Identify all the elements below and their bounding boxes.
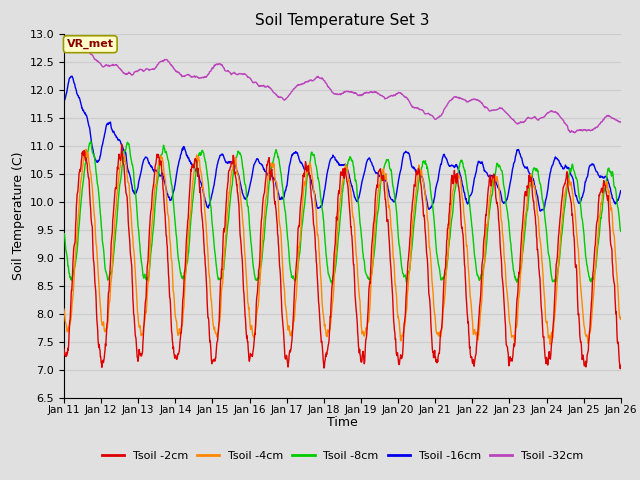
Tsoil -2cm bbox=[60, 346, 68, 352]
Tsoil -4cm bbox=[429, 290, 437, 296]
Tsoil -4cm bbox=[552, 306, 559, 312]
Tsoil -8cm bbox=[617, 228, 625, 234]
Tsoil -16cm bbox=[246, 180, 254, 186]
Tsoil -8cm bbox=[328, 280, 336, 286]
Tsoil -4cm bbox=[60, 306, 68, 312]
Tsoil -16cm bbox=[171, 183, 179, 189]
Legend: Tsoil -2cm, Tsoil -4cm, Tsoil -8cm, Tsoil -16cm, Tsoil -32cm: Tsoil -2cm, Tsoil -4cm, Tsoil -8cm, Tsoi… bbox=[97, 447, 588, 466]
Tsoil -8cm bbox=[87, 138, 95, 144]
Tsoil -32cm bbox=[63, 40, 70, 46]
Tsoil -32cm bbox=[246, 76, 254, 82]
Tsoil -8cm bbox=[171, 213, 179, 218]
Y-axis label: Soil Temperature (C): Soil Temperature (C) bbox=[12, 152, 26, 280]
Tsoil -32cm bbox=[429, 114, 437, 120]
Tsoil -16cm bbox=[502, 199, 509, 204]
Tsoil -16cm bbox=[429, 200, 437, 206]
Line: Tsoil -8cm: Tsoil -8cm bbox=[64, 141, 621, 283]
Tsoil -16cm bbox=[617, 188, 625, 193]
Tsoil -2cm bbox=[429, 349, 437, 355]
Line: Tsoil -16cm: Tsoil -16cm bbox=[64, 76, 621, 211]
Tsoil -2cm bbox=[617, 366, 625, 372]
Tsoil -8cm bbox=[246, 234, 254, 240]
Tsoil -8cm bbox=[502, 202, 510, 208]
Tsoil -8cm bbox=[60, 232, 68, 238]
Tsoil -2cm bbox=[171, 355, 179, 361]
Tsoil -16cm bbox=[184, 156, 192, 161]
Tsoil -32cm bbox=[617, 119, 625, 125]
Tsoil -16cm bbox=[68, 73, 76, 79]
Tsoil -16cm bbox=[537, 208, 545, 214]
Tsoil -32cm bbox=[171, 67, 179, 72]
Line: Tsoil -32cm: Tsoil -32cm bbox=[64, 43, 621, 133]
Tsoil -32cm bbox=[502, 109, 509, 115]
Tsoil -8cm bbox=[184, 252, 192, 258]
Tsoil -32cm bbox=[184, 72, 192, 78]
Tsoil -2cm bbox=[184, 216, 192, 221]
Line: Tsoil -4cm: Tsoil -4cm bbox=[64, 149, 621, 344]
Tsoil -32cm bbox=[571, 130, 579, 136]
Tsoil -8cm bbox=[552, 279, 559, 285]
Tsoil -4cm bbox=[617, 315, 625, 321]
Title: Soil Temperature Set 3: Soil Temperature Set 3 bbox=[255, 13, 429, 28]
Tsoil -4cm bbox=[82, 146, 90, 152]
Tsoil -32cm bbox=[551, 109, 559, 115]
Tsoil -16cm bbox=[552, 154, 559, 160]
X-axis label: Time: Time bbox=[327, 416, 358, 429]
Text: VR_met: VR_met bbox=[67, 39, 114, 49]
Tsoil -16cm bbox=[60, 98, 68, 104]
Tsoil -4cm bbox=[502, 277, 509, 283]
Tsoil -8cm bbox=[429, 211, 437, 217]
Tsoil -32cm bbox=[60, 42, 68, 48]
Tsoil -2cm bbox=[118, 141, 125, 147]
Tsoil -2cm bbox=[551, 288, 559, 294]
Tsoil -2cm bbox=[246, 350, 254, 356]
Tsoil -4cm bbox=[246, 326, 254, 332]
Tsoil -4cm bbox=[171, 305, 179, 311]
Tsoil -4cm bbox=[546, 341, 554, 347]
Line: Tsoil -2cm: Tsoil -2cm bbox=[64, 144, 621, 369]
Tsoil -2cm bbox=[502, 336, 509, 341]
Tsoil -4cm bbox=[184, 232, 192, 238]
